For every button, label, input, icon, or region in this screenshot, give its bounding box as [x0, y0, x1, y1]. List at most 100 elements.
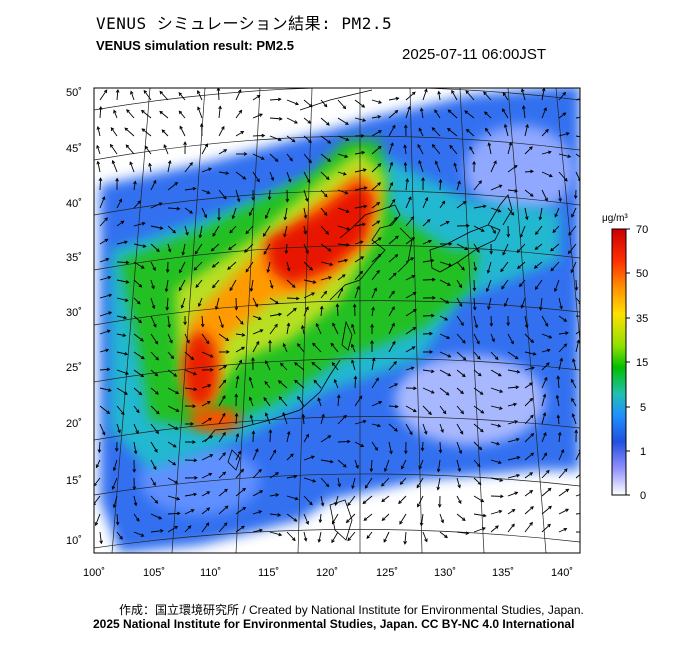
wind-arrow-head — [95, 464, 100, 469]
wind-arrow-shaft — [507, 491, 518, 497]
wind-arrow-head — [180, 304, 185, 309]
wind-arrow-head — [417, 503, 421, 508]
wind-arrow-shaft — [178, 92, 186, 101]
wind-arrow-head — [436, 486, 441, 491]
wind-arrow-head — [244, 249, 248, 253]
wind-arrow-head — [483, 91, 487, 96]
wind-arrow-shaft — [235, 189, 240, 202]
latitude-labels: 50˚ 45˚ 40˚ 35˚ 30˚ 25˚ 20˚ 15˚ 10˚ — [66, 87, 82, 547]
wind-arrow-shaft — [473, 459, 481, 467]
wind-arrow-head — [530, 414, 534, 419]
wind-arrow-shaft — [507, 456, 520, 461]
wind-arrow-shaft — [371, 270, 380, 281]
wind-arrow-head — [558, 431, 562, 436]
wind-arrow-shaft — [473, 441, 482, 450]
wind-arrow-head — [206, 491, 211, 495]
wind-arrow-shaft — [320, 414, 325, 425]
wind-arrow-shaft — [218, 149, 227, 155]
wind-arrow-shaft — [371, 163, 382, 173]
wind-arrow-shaft — [405, 257, 414, 263]
wind-arrow-shaft — [286, 261, 290, 271]
wind-arrow-shaft — [456, 405, 464, 414]
wind-arrow-shaft — [486, 279, 492, 292]
wind-arrow-shaft — [473, 243, 480, 253]
wind-arrow-head — [144, 145, 149, 150]
wind-arrow-shaft — [167, 160, 171, 173]
wind-arrow-shaft — [490, 405, 503, 410]
wind-arrow-head — [209, 354, 214, 358]
wind-arrow-head — [529, 193, 534, 197]
wind-arrow-head — [381, 482, 385, 487]
wind-arrow-head — [225, 337, 230, 342]
wind-arrow-shaft — [488, 143, 492, 155]
wind-arrow-head — [493, 160, 497, 165]
wind-arrow-shaft — [150, 202, 162, 209]
wind-arrow-shaft — [252, 329, 263, 335]
wind-arrow-head — [279, 362, 284, 367]
wind-arrow-head — [583, 158, 586, 161]
wind-arrow-shaft — [303, 513, 309, 525]
wind-arrow-shaft — [405, 196, 412, 209]
wind-arrow-head — [222, 395, 226, 399]
wind-arrow-head — [398, 500, 402, 505]
wind-arrow-shaft — [371, 115, 381, 119]
wind-arrow-head — [290, 453, 294, 458]
wind-arrow-shaft — [456, 351, 467, 361]
wind-arrow-head — [460, 390, 464, 395]
wind-arrow-head — [227, 266, 231, 270]
wind-arrow-head — [574, 287, 579, 291]
wind-arrow-shaft — [125, 144, 135, 155]
wind-arrow-head — [465, 531, 470, 535]
wind-arrow-head — [462, 356, 467, 361]
wind-arrow-shaft — [116, 241, 128, 245]
wind-arrow-head — [124, 391, 128, 395]
wind-arrow-head — [111, 159, 116, 164]
wind-arrow-head — [538, 306, 543, 311]
wind-arrow-head — [297, 343, 301, 347]
wind-arrow-head — [484, 127, 489, 132]
wind-arrow-shaft — [211, 243, 220, 252]
wind-arrow-head — [510, 211, 515, 216]
wind-arrow-shaft — [150, 333, 158, 345]
wind-arrow-head — [535, 231, 539, 236]
wind-arrow-shaft — [439, 333, 450, 339]
wind-arrow-shaft — [371, 441, 378, 451]
wind-arrow-shaft — [439, 261, 452, 267]
wind-arrow-head — [464, 110, 468, 114]
wind-arrow-head — [514, 420, 519, 424]
wind-arrow-shaft — [354, 271, 363, 281]
wind-arrow-shaft — [269, 98, 281, 101]
wind-arrow-shaft — [303, 477, 316, 482]
wind-arrow-head — [545, 128, 549, 133]
wind-arrow-shaft — [388, 125, 396, 137]
wind-arrow-head — [167, 159, 172, 164]
wind-arrow-head — [274, 158, 279, 162]
wind-arrow-head — [207, 401, 211, 405]
wind-arrow-shaft — [405, 367, 414, 371]
wind-arrow-shaft — [235, 469, 244, 479]
wind-arrow-head — [568, 231, 572, 236]
colorbar-tick-label: 5 — [640, 402, 646, 414]
wind-arrow-head — [172, 461, 177, 466]
wind-arrow-head — [194, 250, 199, 255]
wind-arrow-head — [377, 163, 382, 167]
wind-arrow-shaft — [541, 394, 546, 407]
wind-arrow-head — [245, 268, 250, 273]
wind-arrow-head — [404, 124, 408, 129]
wind-arrow-shaft — [303, 531, 307, 541]
wind-arrow-shaft — [286, 495, 298, 500]
wind-arrow-head — [293, 474, 298, 479]
wind-arrow-head — [344, 190, 349, 195]
wind-arrow-shaft — [150, 530, 163, 533]
wind-arrow-shaft — [439, 405, 447, 414]
wind-arrow-head — [212, 232, 216, 237]
wind-arrow-head — [482, 204, 487, 209]
wind-arrow-head — [448, 242, 453, 246]
wind-arrow-head — [554, 213, 558, 218]
wind-arrow-shaft — [490, 459, 502, 464]
wind-arrow-head — [548, 173, 553, 178]
wind-arrow-shaft — [218, 452, 226, 461]
wind-arrow-head — [172, 444, 177, 448]
wind-arrow-shaft — [383, 531, 390, 543]
wind-arrow-head — [430, 258, 435, 263]
